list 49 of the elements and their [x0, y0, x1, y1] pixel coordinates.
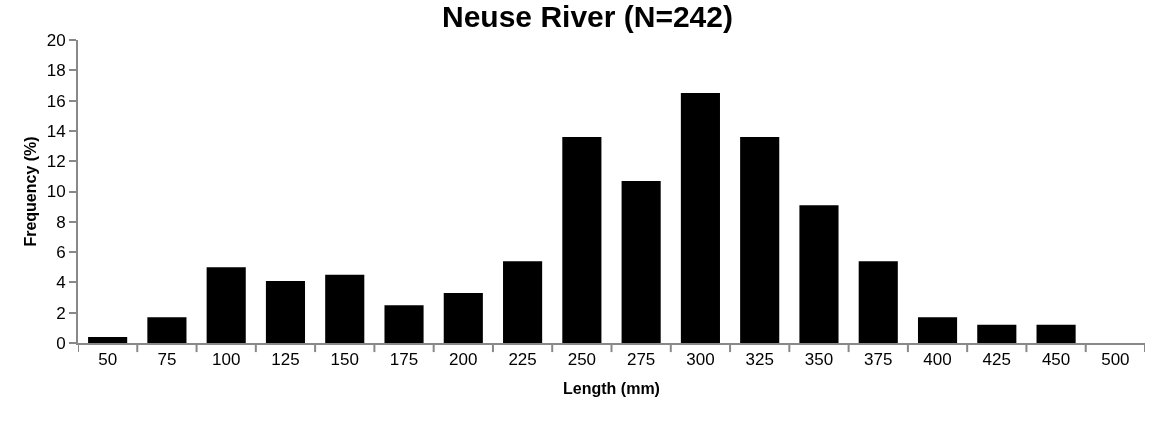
- x-tick-label: 100: [212, 350, 241, 370]
- bar: [265, 280, 306, 343]
- x-tick-label: 450: [1041, 350, 1071, 370]
- chart-title: Neuse River (N=242): [442, 0, 733, 34]
- x-tick-label: 175: [389, 350, 419, 370]
- bar: [325, 274, 365, 343]
- bar: [503, 261, 543, 343]
- x-tick-label: 425: [982, 350, 1011, 370]
- bar: [680, 93, 720, 343]
- bar: [384, 305, 424, 343]
- y-axis-title: Frequency (%): [22, 136, 40, 247]
- bar: [88, 336, 128, 343]
- bar: [799, 205, 839, 343]
- x-tick-label: 300: [686, 350, 715, 370]
- bar: [858, 261, 898, 343]
- x-tick-label: 50: [98, 350, 118, 370]
- bar: [147, 317, 187, 343]
- y-tick-label: 16: [46, 91, 66, 111]
- x-tick-label: 375: [864, 350, 893, 370]
- y-tick-label: 0: [56, 333, 66, 353]
- x-tick-label: 500: [1101, 350, 1130, 370]
- bar: [443, 293, 483, 343]
- x-tick-label: 350: [804, 350, 834, 370]
- x-tick-label: 75: [157, 350, 177, 370]
- y-tick-label: 10: [46, 182, 66, 202]
- x-axis-title: Length (mm): [563, 379, 660, 397]
- y-tick-label: 8: [56, 212, 66, 232]
- bar: [917, 317, 958, 343]
- bar: [1036, 324, 1076, 343]
- y-tick-label: 14: [46, 121, 66, 141]
- x-tick-label: 150: [330, 350, 359, 370]
- y-tick-label: 2: [56, 303, 66, 323]
- y-tick-label: 6: [56, 243, 66, 263]
- bar: [562, 136, 602, 343]
- x-tick-label: 250: [567, 350, 597, 370]
- bar: [621, 180, 661, 343]
- x-tick-label: 200: [449, 350, 478, 370]
- y-tick-label: 12: [46, 152, 66, 172]
- bar: [740, 136, 780, 343]
- x-tick-label: 400: [923, 350, 952, 370]
- x-tick-label: 325: [745, 350, 774, 370]
- bar: [206, 267, 246, 343]
- x-tick-label: 225: [508, 350, 537, 370]
- y-tick-label: 4: [56, 273, 66, 293]
- y-tick-label: 20: [46, 30, 66, 50]
- bar: [977, 324, 1017, 343]
- y-tick-label: 18: [46, 61, 66, 81]
- x-tick-label: 125: [271, 350, 300, 370]
- x-tick-label: 275: [626, 350, 656, 370]
